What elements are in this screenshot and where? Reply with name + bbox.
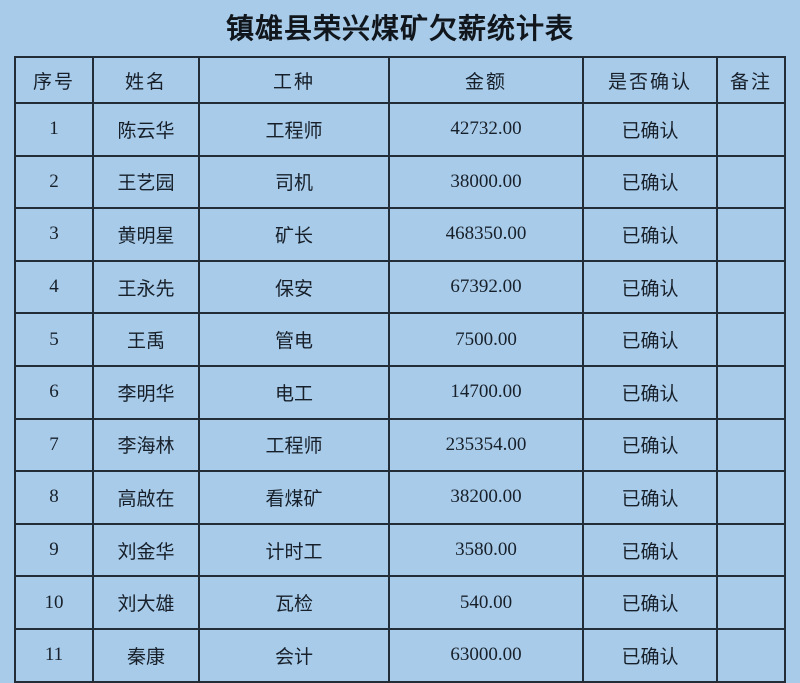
cell-amount: 540.00 (388, 575, 584, 630)
table-header: 序号 姓名 工种 金额 是否确认 备注 (14, 56, 786, 104)
cell-confirm-status: 已确认 (582, 312, 718, 367)
cell-confirm-status: 已确认 (582, 575, 718, 630)
table-row: 7 李海林 工程师 235354.00 已确认 (14, 417, 786, 473)
cell-remark (716, 102, 786, 157)
cell-amount: 235354.00 (388, 417, 584, 473)
cell-remark (716, 417, 786, 473)
cell-confirm-status: 已确认 (582, 207, 718, 262)
cell-remark (716, 470, 786, 525)
table-row: 3 黄明星 矿长 468350.00 已确认 (14, 207, 786, 262)
column-header-name: 姓名 (92, 56, 200, 104)
cell-remark (716, 575, 786, 630)
cell-serial-number: 8 (14, 470, 94, 525)
column-header-no: 序号 (14, 56, 94, 104)
cell-job-type: 看煤矿 (198, 470, 390, 525)
cell-amount: 63000.00 (388, 627, 584, 683)
table-row: 2 王艺园 司机 38000.00 已确认 (14, 154, 786, 210)
cell-serial-number: 10 (14, 575, 94, 630)
cell-job-type: 管电 (198, 312, 390, 367)
table-row: 5 王禹 管电 7500.00 已确认 (14, 312, 786, 367)
cell-amount: 7500.00 (388, 312, 584, 367)
cell-serial-number: 11 (14, 627, 94, 683)
cell-confirm-status: 已确认 (582, 102, 718, 157)
table-row: 8 高啟在 看煤矿 38200.00 已确认 (14, 470, 786, 525)
cell-job-type: 会计 (198, 627, 390, 683)
cell-serial-number: 9 (14, 522, 94, 578)
wage-arrears-table: 序号 姓名 工种 金额 是否确认 备注 1 陈云华 工程师 42732.00 已确认 2 … (14, 56, 786, 683)
cell-job-type: 矿长 (198, 207, 390, 262)
cell-serial-number: 3 (14, 207, 94, 262)
cell-serial-number: 1 (14, 102, 94, 157)
table-body: 1 陈云华 工程师 42732.00 已确认 2 王艺园 司机 38000.00… (14, 102, 786, 683)
cell-job-type: 工程师 (198, 417, 390, 473)
cell-name: 王艺园 (92, 154, 200, 210)
column-header-confirmed: 是否确认 (582, 56, 718, 104)
cell-job-type: 保安 (198, 259, 390, 315)
cell-amount: 14700.00 (388, 364, 584, 420)
cell-serial-number: 2 (14, 154, 94, 210)
table-row: 6 李明华 电工 14700.00 已确认 (14, 364, 786, 420)
header-row: 序号 姓名 工种 金额 是否确认 备注 (14, 56, 786, 104)
cell-serial-number: 7 (14, 417, 94, 473)
cell-name: 王禹 (92, 312, 200, 367)
table-row: 11 秦康 会计 63000.00 已确认 (14, 627, 786, 683)
table-row: 10 刘大雄 瓦检 540.00 已确认 (14, 575, 786, 630)
cell-confirm-status: 已确认 (582, 259, 718, 315)
cell-amount: 3580.00 (388, 522, 584, 578)
cell-confirm-status: 已确认 (582, 364, 718, 420)
cell-name: 陈云华 (92, 102, 200, 157)
cell-amount: 468350.00 (388, 207, 584, 262)
cell-remark (716, 207, 786, 262)
cell-amount: 67392.00 (388, 259, 584, 315)
cell-amount: 42732.00 (388, 102, 584, 157)
cell-job-type: 工程师 (198, 102, 390, 157)
cell-name: 黄明星 (92, 207, 200, 262)
table-row: 4 王永先 保安 67392.00 已确认 (14, 259, 786, 315)
cell-amount: 38000.00 (388, 154, 584, 210)
cell-name: 秦康 (92, 627, 200, 683)
cell-job-type: 瓦检 (198, 575, 390, 630)
cell-remark (716, 364, 786, 420)
cell-confirm-status: 已确认 (582, 417, 718, 473)
cell-name: 李明华 (92, 364, 200, 420)
cell-name: 高啟在 (92, 470, 200, 525)
cell-remark (716, 522, 786, 578)
cell-name: 刘金华 (92, 522, 200, 578)
cell-confirm-status: 已确认 (582, 522, 718, 578)
cell-remark (716, 627, 786, 683)
cell-remark (716, 259, 786, 315)
cell-confirm-status: 已确认 (582, 470, 718, 525)
cell-name: 李海林 (92, 417, 200, 473)
cell-job-type: 司机 (198, 154, 390, 210)
cell-remark (716, 312, 786, 367)
cell-serial-number: 4 (14, 259, 94, 315)
cell-confirm-status: 已确认 (582, 627, 718, 683)
column-header-job: 工种 (198, 56, 390, 104)
table-row: 1 陈云华 工程师 42732.00 已确认 (14, 102, 786, 157)
cell-amount: 38200.00 (388, 470, 584, 525)
cell-name: 王永先 (92, 259, 200, 315)
cell-job-type: 计时工 (198, 522, 390, 578)
cell-remark (716, 154, 786, 210)
table-row: 9 刘金华 计时工 3580.00 已确认 (14, 522, 786, 578)
cell-job-type: 电工 (198, 364, 390, 420)
column-header-amount: 金额 (388, 56, 584, 104)
page-title: 镇雄县荣兴煤矿欠薪统计表 (225, 14, 574, 45)
column-header-remark: 备注 (716, 56, 786, 104)
cell-serial-number: 5 (14, 312, 94, 367)
cell-confirm-status: 已确认 (582, 154, 718, 210)
cell-name: 刘大雄 (92, 575, 200, 630)
cell-serial-number: 6 (14, 364, 94, 420)
